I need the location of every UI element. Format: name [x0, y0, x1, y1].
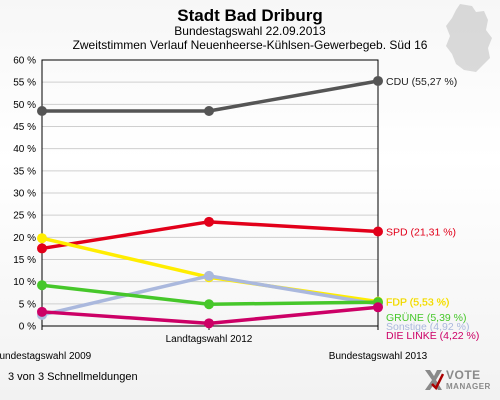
- data-point: [204, 299, 214, 310]
- data-point: [204, 270, 214, 281]
- y-tick-label: 20 %: [13, 233, 36, 244]
- series-end-label: SPD (21,31 %): [386, 227, 456, 239]
- chart-grid: [42, 81, 378, 305]
- data-point: [37, 243, 47, 254]
- vote-manager-logo: VOTE MANAGER: [422, 366, 494, 396]
- y-tick-label: 30 %: [13, 189, 36, 200]
- y-tick-label: 0 %: [19, 322, 36, 333]
- y-tick-label: 35 %: [13, 166, 36, 177]
- series-gr-ne: [37, 280, 383, 310]
- x-tick-label: Bundestagswahl 2013: [329, 351, 428, 362]
- data-point: [37, 105, 47, 116]
- data-point: [373, 226, 383, 237]
- series-end-label: DIE LINKE (4,22 %): [386, 330, 479, 342]
- data-point: [37, 280, 47, 291]
- y-tick-label: 50 %: [13, 100, 36, 111]
- y-tick-label: 15 %: [13, 255, 36, 266]
- y-tick-label: 5 %: [19, 299, 36, 310]
- logo-line-2: MANAGER: [446, 382, 491, 391]
- series-end-label: CDU (55,27 %): [386, 76, 457, 88]
- logo-line-1: VOTE: [446, 368, 481, 382]
- series-end-label: FDP (5,53 %): [386, 297, 449, 309]
- series-cdu: [37, 75, 383, 116]
- series: [37, 75, 383, 329]
- x-tick-label: Landtagswahl 2012: [166, 334, 253, 345]
- data-point: [37, 306, 47, 317]
- vote-check-icon: [425, 370, 444, 391]
- y-tick-label: 55 %: [13, 78, 36, 89]
- x-axis: Bundestagswahl 2009 Landtagswahl 2012 Bund…: [0, 326, 428, 362]
- series-labels: CDU (55,27 %) SPD (21,31 %) FDP (5,53 %) So…: [386, 76, 480, 342]
- page-subtitle-2: Zweitstimmen Verlauf Neuenheerse-Kühlsen…: [72, 38, 428, 52]
- x-tick-label: Bundestagswahl 2009: [0, 351, 92, 362]
- series-end-label: GRÜNE (5,39 %): [386, 312, 467, 324]
- data-point: [204, 216, 214, 227]
- series-die-linke: [37, 302, 383, 329]
- data-point: [204, 318, 214, 329]
- page-subtitle: Bundestagswahl 22.09.2013: [174, 24, 326, 38]
- data-point: [37, 233, 47, 244]
- page-title: Stadt Bad Driburg: [177, 6, 323, 25]
- data-point: [373, 302, 383, 313]
- series-spd: [37, 216, 383, 254]
- data-point: [204, 105, 214, 116]
- footer-note: 3 von 3 Schnellmeldungen: [8, 371, 138, 383]
- y-tick-label: 40 %: [13, 144, 36, 155]
- y-tick-label: 60 %: [13, 56, 36, 67]
- y-tick-label: 45 %: [13, 122, 36, 133]
- y-axis: 0 % 5 % 10 % 15 % 20 % 25 % 30 % 35 % 40 % 45 % 50…: [13, 56, 36, 333]
- y-tick-label: 25 %: [13, 211, 36, 222]
- y-tick-label: 10 %: [13, 277, 36, 288]
- germany-map-icon: [446, 4, 492, 72]
- data-point: [373, 75, 383, 86]
- series-end-label: Sonstige (4,92 %): [386, 321, 469, 333]
